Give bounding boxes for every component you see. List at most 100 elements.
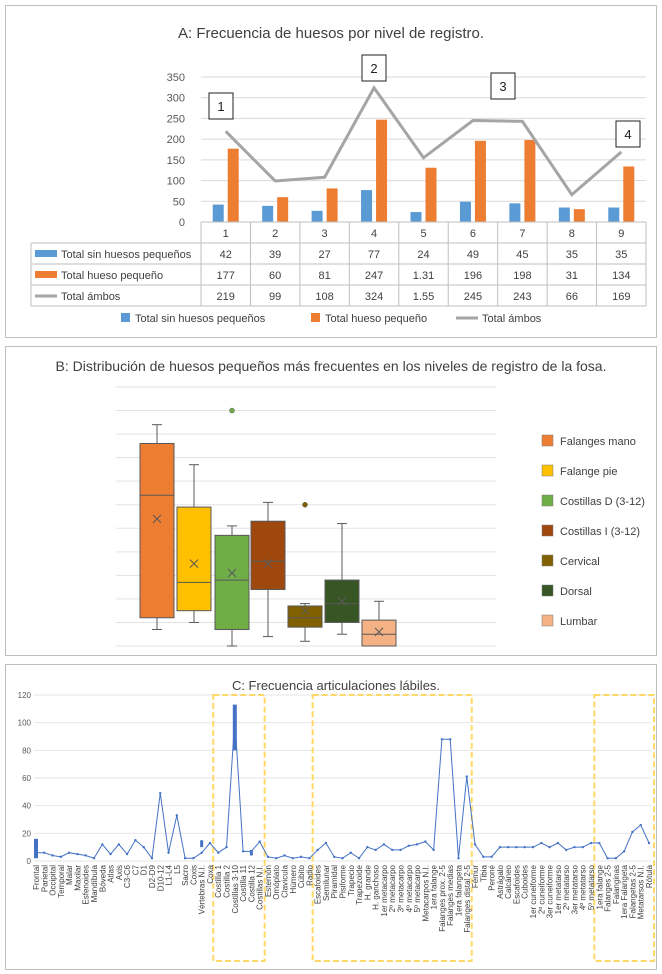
x-tick-label: Trapezoide — [355, 864, 364, 904]
highlight-box — [212, 694, 266, 962]
table-cell: 169 — [612, 291, 630, 303]
x-tick-label: D1 — [140, 864, 149, 875]
table-cell: 177 — [217, 270, 235, 282]
x-tick-label: Frontal — [32, 865, 41, 890]
x-tick-label: Cúbito — [297, 864, 306, 888]
x-tick-label: L1-L4 — [165, 864, 174, 885]
x-tick-label: Esternón — [264, 865, 273, 897]
x-tick-label: C7 — [131, 864, 140, 875]
x-tick-label: Costilla 1 — [214, 864, 223, 897]
table-legend-key — [35, 250, 57, 257]
data-point — [432, 848, 435, 852]
data-point — [465, 775, 468, 778]
y-tick-label: 150 — [167, 155, 185, 167]
x-tick-label: H. grande — [363, 864, 372, 900]
bar-orange — [376, 119, 388, 222]
x-tick-label: Costilla 12 — [247, 864, 256, 902]
x-tick-label: 1er metacarpo — [380, 864, 389, 916]
table-cell: 81 — [318, 270, 330, 282]
table-cell: 35 — [566, 249, 578, 261]
data-point — [391, 848, 394, 852]
data-point — [84, 854, 87, 857]
annotation-label: 3 — [499, 79, 506, 94]
series-line — [36, 718, 650, 860]
x-tick-label: Piramidal — [330, 865, 339, 899]
table-row-label: Total ámbos — [61, 291, 121, 303]
legend-key — [541, 524, 554, 537]
legend-label: Total hueso pequeño — [325, 313, 427, 325]
x-tick-label: Pisiforme — [339, 864, 348, 898]
x-tick-label: Metacarpos N.I. — [421, 865, 430, 921]
x-tick-label: 1era falangeta — [454, 864, 463, 916]
x-tick-label: Falangetas 2-5 — [628, 864, 637, 918]
bar-orange — [277, 197, 289, 222]
bar-blue — [262, 205, 274, 222]
data-point — [614, 857, 618, 860]
data-point — [275, 857, 278, 860]
table-cell: 324 — [365, 291, 383, 303]
data-point — [540, 841, 543, 845]
data-point — [34, 851, 38, 854]
data-point — [283, 854, 286, 857]
x-tick-label: L5 — [173, 864, 182, 873]
data-point — [531, 845, 535, 849]
data-point — [67, 851, 71, 854]
legend-label: Falange pie — [560, 466, 618, 478]
table-cell: 42 — [220, 249, 232, 261]
x-tick-label: D2-D9 — [148, 864, 157, 888]
x-tick-label: Costilla 2 — [223, 864, 232, 897]
box-iqr — [139, 443, 175, 619]
data-point — [101, 843, 104, 846]
data-point — [175, 814, 179, 817]
x-tick-label: Parietal — [40, 865, 49, 892]
data-point — [556, 841, 560, 845]
data-point — [250, 850, 253, 853]
table-cell: 245 — [464, 291, 482, 303]
x-tick-label: Rótula — [645, 864, 654, 888]
panel-b: B: Distribución de huesos pequeños más f… — [5, 346, 657, 656]
data-point — [598, 841, 601, 845]
box-mean-marker — [227, 568, 237, 578]
x-tick-label: Fémur — [471, 865, 480, 888]
data-point — [407, 844, 410, 847]
box-mean-marker — [337, 596, 347, 606]
data-point — [241, 850, 245, 853]
data-point — [457, 857, 460, 860]
table-row-label: Total sin huesos pequeños — [61, 249, 192, 261]
data-point — [366, 845, 369, 849]
legend-key — [541, 614, 554, 627]
x-tick-label: 1era falange — [595, 864, 604, 909]
data-point — [349, 851, 352, 854]
data-point — [490, 855, 493, 859]
x-tick-label: 8 — [569, 228, 575, 240]
legend-key — [541, 584, 554, 597]
x-tick-label: 4º metatarso — [579, 864, 588, 910]
x-tick-label: 2 — [272, 228, 278, 240]
data-point — [523, 845, 526, 849]
y-tick-label: 50 — [173, 196, 185, 208]
data-point — [159, 792, 162, 795]
x-tick-label: Costillas 3-10 — [231, 864, 240, 913]
box-iqr — [361, 619, 397, 647]
box-outlier — [302, 501, 308, 508]
data-point — [631, 830, 634, 834]
data-point — [622, 850, 626, 853]
x-tick-label: Costillas N.I. — [256, 865, 265, 910]
legend-label: Costillas I (3-12) — [560, 526, 640, 538]
x-tick-label: Coxa — [206, 864, 215, 883]
y-tick-label: 350 — [167, 72, 185, 84]
x-tick-label: Falanges 2-5 — [604, 864, 613, 911]
x-tick-label: Astrágalo — [496, 864, 505, 898]
data-point — [208, 841, 212, 845]
y-tick-label: 200 — [167, 134, 185, 146]
box-mean-marker — [374, 627, 384, 637]
x-tick-label: Omóplato — [272, 864, 281, 899]
x-tick-label: Temporal — [57, 865, 66, 898]
x-tick-label: Maxilar — [73, 865, 82, 891]
highlight-box — [593, 694, 656, 962]
legend-label: Cervical — [560, 556, 600, 568]
legend-label: Falanges mano — [560, 436, 636, 448]
bar-blue — [459, 201, 471, 222]
panel-c: C: Frecuencia articulaciones lábiles. 0 20… — [5, 664, 657, 970]
box-mean-marker — [152, 514, 162, 524]
